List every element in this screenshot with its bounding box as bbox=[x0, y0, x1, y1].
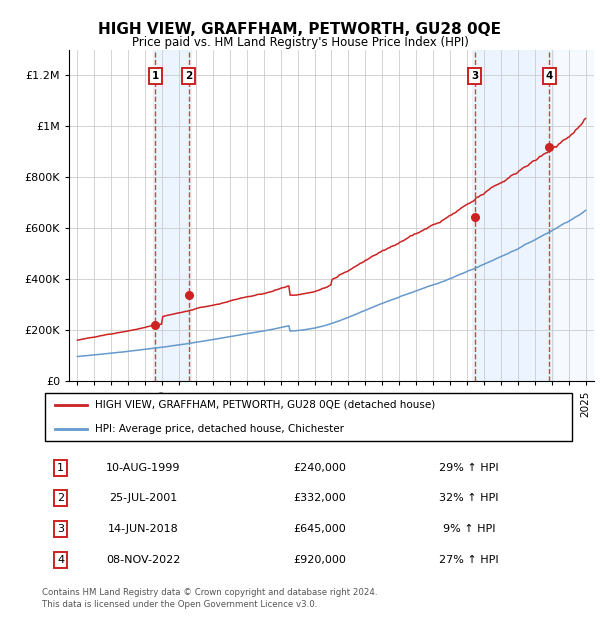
Text: 25-JUL-2001: 25-JUL-2001 bbox=[109, 494, 178, 503]
Text: 10-AUG-1999: 10-AUG-1999 bbox=[106, 463, 181, 472]
Text: Price paid vs. HM Land Registry's House Price Index (HPI): Price paid vs. HM Land Registry's House … bbox=[131, 36, 469, 49]
Text: HPI: Average price, detached house, Chichester: HPI: Average price, detached house, Chic… bbox=[95, 424, 344, 434]
Text: 32% ↑ HPI: 32% ↑ HPI bbox=[439, 494, 499, 503]
Bar bbox=[472, 50, 553, 381]
Text: 9% ↑ HPI: 9% ↑ HPI bbox=[443, 524, 496, 534]
Text: 3: 3 bbox=[471, 71, 478, 81]
Text: HIGH VIEW, GRAFFHAM, PETWORTH, GU28 0QE: HIGH VIEW, GRAFFHAM, PETWORTH, GU28 0QE bbox=[98, 22, 502, 37]
Bar bbox=[553, 50, 594, 381]
Text: 4: 4 bbox=[545, 71, 553, 81]
Text: 1: 1 bbox=[57, 463, 64, 472]
Text: Contains HM Land Registry data © Crown copyright and database right 2024.: Contains HM Land Registry data © Crown c… bbox=[42, 588, 377, 597]
Text: £920,000: £920,000 bbox=[293, 555, 346, 565]
Text: 29% ↑ HPI: 29% ↑ HPI bbox=[439, 463, 499, 472]
Text: 2: 2 bbox=[57, 494, 64, 503]
Text: This data is licensed under the Open Government Licence v3.0.: This data is licensed under the Open Gov… bbox=[42, 600, 317, 609]
Text: 14-JUN-2018: 14-JUN-2018 bbox=[108, 524, 179, 534]
Text: £645,000: £645,000 bbox=[293, 524, 346, 534]
Text: 1: 1 bbox=[152, 71, 159, 81]
Text: 2: 2 bbox=[185, 71, 192, 81]
Text: HIGH VIEW, GRAFFHAM, PETWORTH, GU28 0QE (detached house): HIGH VIEW, GRAFFHAM, PETWORTH, GU28 0QE … bbox=[95, 400, 436, 410]
Text: £240,000: £240,000 bbox=[293, 463, 346, 472]
Bar bbox=[153, 50, 191, 381]
Text: 08-NOV-2022: 08-NOV-2022 bbox=[106, 555, 181, 565]
Text: 4: 4 bbox=[57, 555, 64, 565]
Text: 3: 3 bbox=[57, 524, 64, 534]
Text: 27% ↑ HPI: 27% ↑ HPI bbox=[439, 555, 499, 565]
FancyBboxPatch shape bbox=[44, 392, 572, 441]
Text: £332,000: £332,000 bbox=[293, 494, 346, 503]
